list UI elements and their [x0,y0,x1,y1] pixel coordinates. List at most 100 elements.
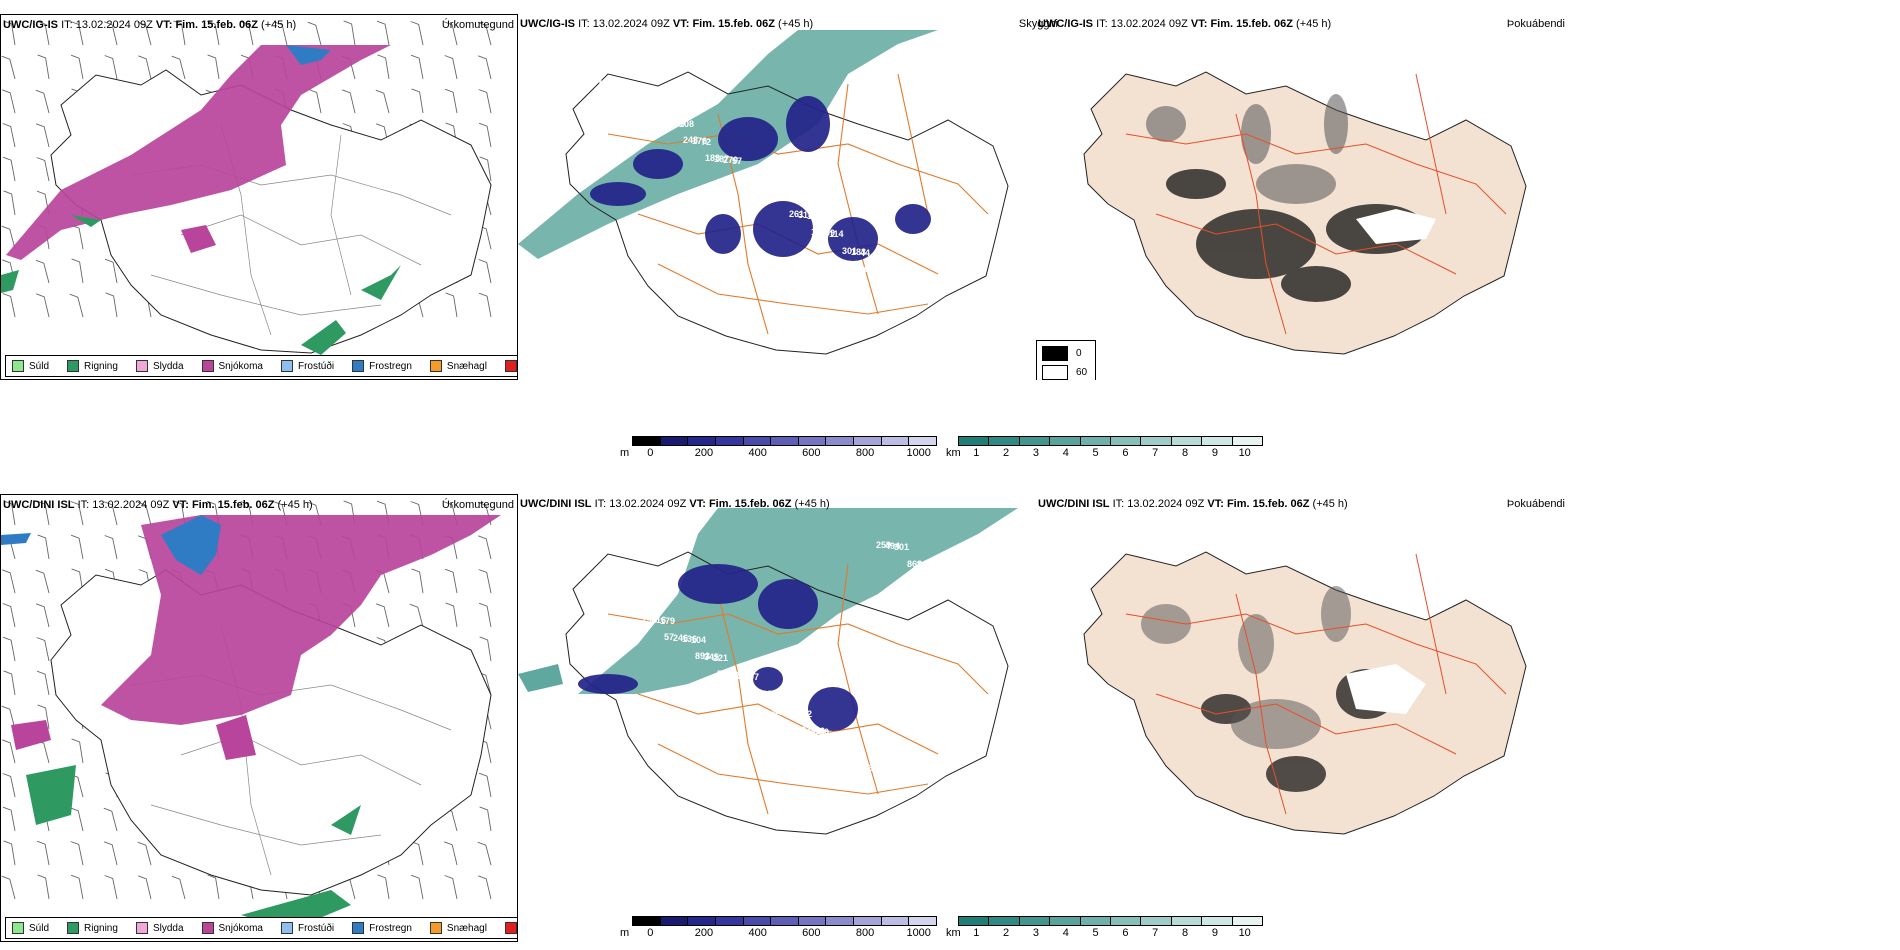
colorbar-cell [771,917,799,925]
wind-barb [171,875,186,900]
legend-item: Frostregn [352,922,412,934]
wind-barb [3,20,16,46]
wind-barb [410,54,424,80]
colorbar-cell [1111,917,1142,925]
cloud-base-label: 290 [735,671,750,681]
wind-barb [1,705,16,730]
colorbar-tick: 2 [1003,447,1010,459]
wind-barb [138,875,152,900]
colorbar-cell [715,437,744,445]
wind-barb [478,55,492,80]
wind-barb [444,88,458,114]
colorbar-unit: km [946,447,961,459]
cloud-base-label: 248 [683,135,698,145]
wind-barb [36,123,50,148]
fog-panel-bottom: UWC/DINI ISL IT: 13.02.2024 09Z VT: Fim.… [1036,494,1566,860]
wind-barb [410,21,424,46]
colorbar-cell [688,437,716,445]
cloud-base-label: 893 [695,651,710,661]
legend-item: Frostregn [352,360,412,372]
cloud-base-label: 71 [925,561,935,571]
wind-barb [71,738,84,764]
fog-panel-top: UWC/IG-IS IT: 13.02.2024 09Z VT: Fim. 15… [1036,14,1566,380]
wind-barb [411,88,424,114]
colorbar-cells [632,916,937,926]
panel-title: UWC/DINI ISL IT: 13.02.2024 09Z VT: Fim.… [520,498,830,510]
wind-barb [478,89,492,114]
colorbar-tick: 1 [973,927,980,939]
colorbar-cell [798,437,827,445]
cloud-base-label: 397 [744,672,759,682]
colorbar-tick: 9 [1211,927,1218,939]
colorbar-cell [1171,437,1203,445]
colorbar-cells [958,436,1263,446]
cloud-base-label: 352 [926,62,941,72]
legend-swatch [280,360,293,372]
wind-barb [104,535,118,560]
wind-barb [70,841,84,866]
cloud-base-label: 236 [841,745,856,755]
cloud-base-label: 176 [630,98,645,108]
wind-barb [35,259,50,284]
cloud-base-label: 238 [801,725,816,735]
cloud-base-label: 123 [638,598,653,608]
legend-label: Snæhagl [446,922,487,934]
colorbar-cell [1202,917,1233,925]
colorbar-tick: 6 [1122,927,1129,939]
cloud-base-label: 90 [648,100,658,110]
wind-barb [104,501,118,526]
panel-label: Þokuábendi [1506,498,1565,510]
cloud-base-label: 108 [670,118,685,128]
wind-barb [377,874,390,900]
cloud-map-bottom: 538 57 500 337 271 259 297 741 893 370 238 173 868 27… [518,508,1018,835]
legend-label: Rigning [84,922,118,934]
wind-barb [3,840,16,866]
wind-barb [138,55,152,80]
panel-title: UWC/DINI ISL IT: 13.02.2024 09Z VT: Fim.… [3,499,313,511]
colorbar-tick: 600 [802,447,821,459]
wind-barb [37,534,50,560]
legend-label: Rigning [84,360,118,372]
cloud-map-top: 9984131832071346711617624814926130112990… [518,30,1009,355]
colorbar-ticks: km 1 2 3 4 5 6 7 8 9 10 [946,446,1263,460]
wind-barb [478,292,492,318]
cloud-base-label: 345 [704,652,719,662]
colorbar-cell [989,437,1020,445]
colorbar-cell [909,917,937,925]
colorbar-cell [771,437,799,445]
cloud-base-label: 413 [652,116,667,126]
cloud-base-label: 155 [626,82,641,92]
cloud-base-label: 183 [851,247,866,257]
colorbar-cell [1050,917,1081,925]
colorbar-tick: 200 [694,447,714,459]
colorbar-tick: 800 [855,447,875,459]
wind-barb [70,874,84,900]
wind-barb [1,875,16,900]
wind-barb [375,89,390,114]
wind-barb [479,636,492,662]
cloud-base-label: 998 [599,79,614,89]
wind-barb [444,21,458,46]
colorbar-cell [826,917,855,925]
legend-swatch [201,360,214,372]
wind-barb [478,772,492,798]
legend-item: Slydda [135,360,184,372]
cloud-base-label: 868 [907,559,922,569]
colorbar-cell [633,437,661,445]
legend-swatch [201,922,214,934]
wind-barb [1,225,16,250]
colorbar-cell [1111,437,1142,445]
colorbar-tick: 4 [1062,927,1069,939]
cloud-base-label: 136 [682,634,697,644]
legend-swatch [135,360,148,372]
colorbar-tick: 10 [1238,447,1251,459]
panel-title: UWC/DINI ISL IT: 13.02.2024 09Z VT: Fim.… [1038,498,1348,510]
colorbar-cell [743,437,772,445]
cloud-base-label: 318 [916,560,931,570]
cloud-base-label: 108 [679,119,694,129]
cloud-base-label: 301 [842,246,857,256]
wind-barb [477,841,492,866]
cloud-base-label: 301 [894,542,909,552]
colorbar-tick: 6 [1122,447,1129,459]
cloud-base-label: 270 [723,155,738,165]
